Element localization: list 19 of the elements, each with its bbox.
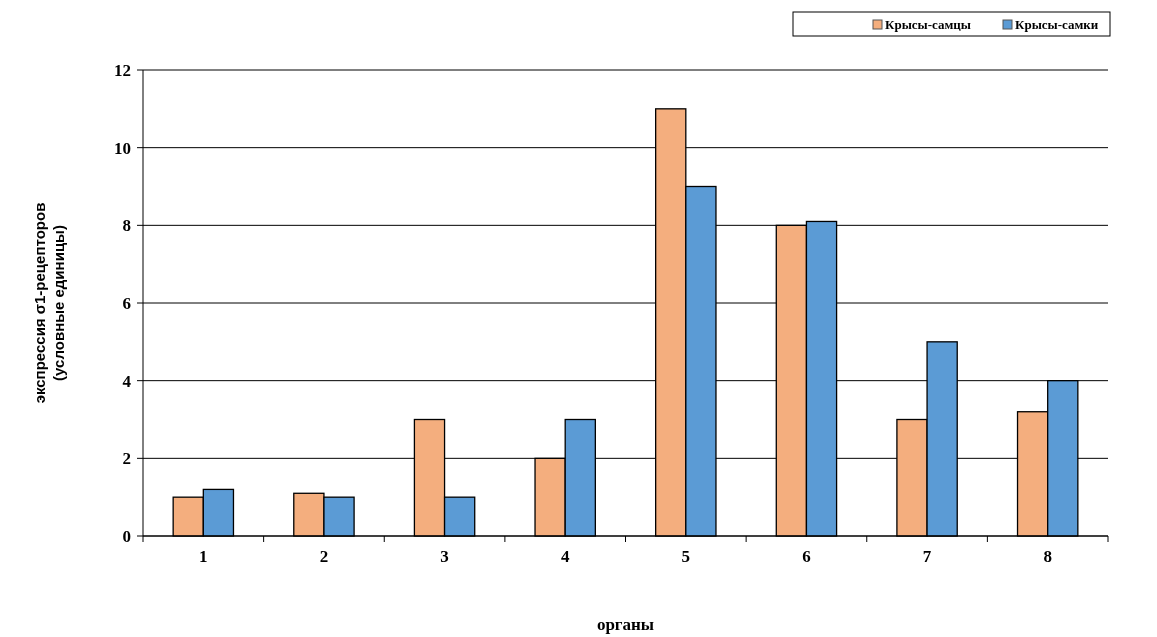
y-tick-label: 8 bbox=[122, 216, 131, 236]
y-tick-label: 2 bbox=[122, 449, 131, 469]
y-tick-label: 6 bbox=[122, 293, 131, 313]
y-tick-label: 0 bbox=[122, 526, 131, 546]
x-tick-label: 8 bbox=[1043, 547, 1052, 566]
y-tick-label: 12 bbox=[114, 60, 131, 80]
legend-label: Крысы-самцы bbox=[885, 17, 971, 32]
legend-label: Крысы-самки bbox=[1015, 17, 1099, 32]
x-tick-label: 1 bbox=[199, 547, 208, 566]
x-tick-label: 4 bbox=[560, 547, 570, 566]
x-tick-label: 6 bbox=[802, 547, 811, 566]
y-tick-label: 10 bbox=[114, 138, 131, 158]
x-tick-label: 2 bbox=[319, 547, 329, 566]
x-axis-title: органы bbox=[596, 615, 655, 634]
x-tick-label: 7 bbox=[922, 547, 932, 566]
y-axis-title: экспрессия σ1-рецепторов (условные единицы) bbox=[31, 202, 67, 404]
y-tick-label: 4 bbox=[122, 371, 132, 391]
x-tick-label: 5 bbox=[681, 547, 691, 566]
x-tick-label: 3 bbox=[440, 547, 449, 566]
